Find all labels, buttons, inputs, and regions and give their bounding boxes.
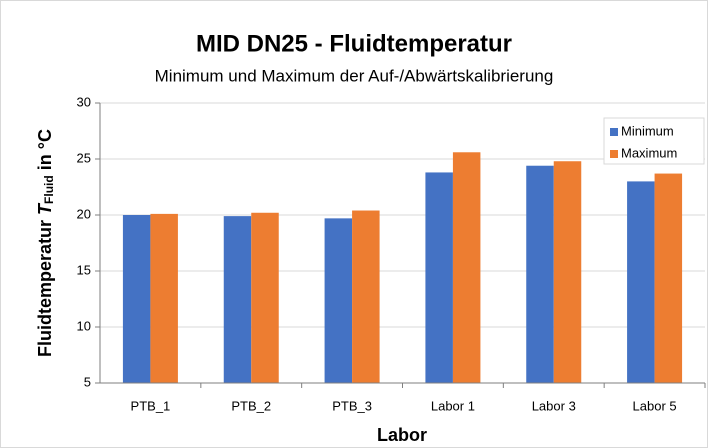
legend-label: Maximum: [621, 145, 677, 160]
chart-subtitle: Minimum und Maximum der Auf-/Abwärtskali…: [155, 66, 554, 85]
y-tick-label: 5: [84, 374, 91, 389]
y-label-subscript: Fluid: [42, 175, 56, 204]
y-label-unit: in °C: [35, 129, 55, 170]
bar: [251, 212, 279, 383]
legend-swatch: [610, 128, 618, 136]
y-axis-label: Fluidtemperatur TFluid in °C: [35, 129, 56, 357]
bar: [223, 216, 252, 383]
y-label-symbol: T: [35, 202, 55, 215]
bar: [122, 215, 151, 383]
chart-title: MID DN25 - Fluidtemperatur: [196, 30, 512, 57]
x-axis-label: Labor: [377, 425, 427, 445]
bar: [526, 165, 554, 383]
bar: [150, 213, 178, 383]
bar: [352, 210, 380, 383]
x-tick-label: PTB_2: [231, 398, 271, 413]
x-tick-label: PTB_3: [332, 398, 372, 413]
y-tick-label: 15: [77, 262, 91, 277]
x-tick-label: Labor 3: [532, 398, 576, 413]
y-tick-label: 20: [77, 206, 91, 221]
x-tick-label: Labor 1: [431, 398, 475, 413]
bar: [324, 218, 353, 383]
legend-swatch: [610, 150, 618, 158]
y-label-text: Fluidtemperatur: [35, 220, 55, 357]
y-tick-label: 10: [77, 318, 91, 333]
y-tick-label: 30: [77, 94, 91, 109]
x-tick-label: PTB_1: [131, 398, 171, 413]
bar: [553, 161, 582, 383]
legend-label: Minimum: [621, 123, 674, 138]
y-tick-label: 25: [77, 150, 91, 165]
legend-box: [603, 117, 705, 165]
bar: [627, 181, 655, 383]
x-tick-label: Labor 5: [633, 398, 677, 413]
bar: [425, 172, 453, 383]
bar: [654, 173, 683, 383]
bar: [452, 152, 481, 383]
